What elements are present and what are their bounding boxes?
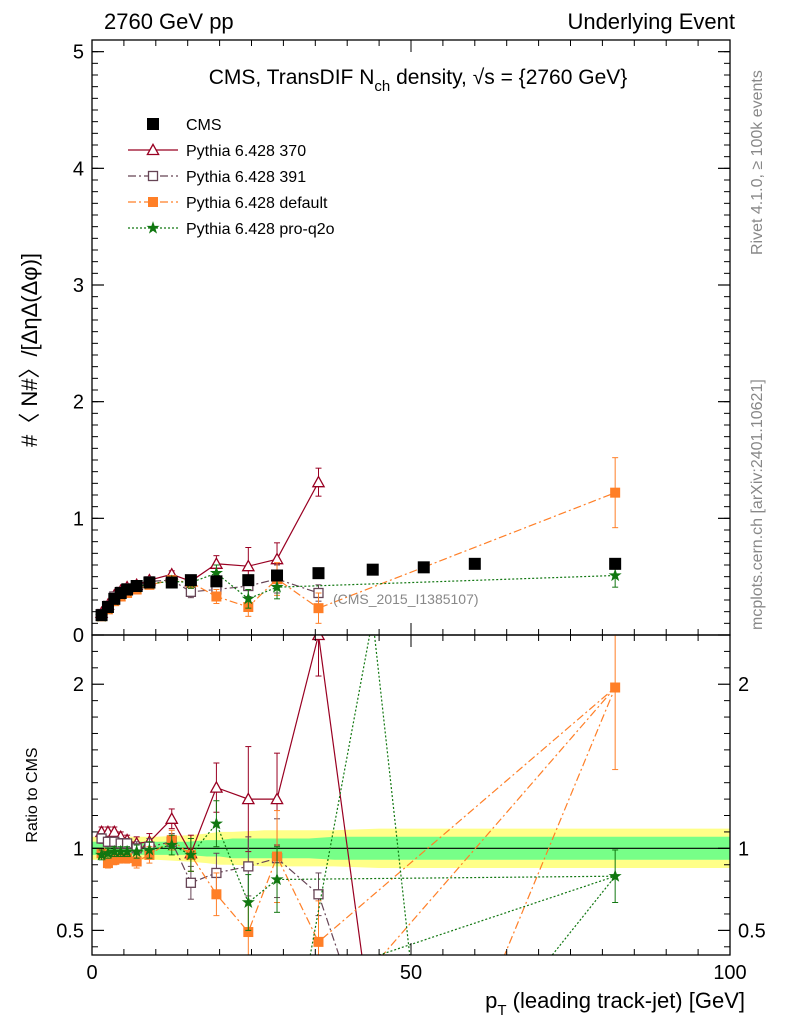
ratio-point <box>209 780 224 793</box>
y-tick-label: 3 <box>73 275 84 297</box>
main-plot: 0 1 2 3 4 5 <box>73 39 731 647</box>
data-point <box>101 601 114 613</box>
ratio-point <box>185 877 197 888</box>
y-tick-label: 4 <box>73 158 84 180</box>
ratio-y-tick-label: 2 <box>73 674 84 696</box>
ratio-point <box>211 889 222 900</box>
legend-label: Pythia 6.428 default <box>186 195 328 212</box>
x-tick-label: 100 <box>713 962 746 984</box>
ratio-point <box>165 811 179 824</box>
ratio-point <box>313 936 324 947</box>
ratio-point <box>270 872 284 886</box>
data-point <box>143 576 156 589</box>
legend-label: Pythia 6.428 370 <box>186 143 306 160</box>
ratio-point <box>608 869 622 882</box>
title-sqrt: √s <box>473 66 495 89</box>
ratio-point <box>130 844 144 858</box>
title-post: = {2760 GeV} <box>495 66 628 89</box>
series-point <box>610 487 621 498</box>
ratio-point <box>313 889 324 900</box>
title-pre: CMS, TransDIF N <box>209 66 375 89</box>
x-label-sub: T <box>497 1002 506 1019</box>
data-point <box>609 557 622 570</box>
ratio-y-axis-label: Ratio to CMS <box>24 747 41 842</box>
ratio-error-bar <box>315 635 322 677</box>
series-point <box>211 591 222 602</box>
x-label-rest: (leading track-jet) [GeV] <box>507 988 745 1013</box>
y-tick-label: 0 <box>73 625 84 647</box>
legend-marker <box>146 221 160 234</box>
rivet-label: Rivet 4.1.0, ≥ 100k events <box>749 70 766 255</box>
ratio-y-tick-label-right: 0.5 <box>738 920 766 942</box>
legend-item: Pythia 6.428 391 <box>128 169 306 186</box>
ratio-y-tick-label-right: 2 <box>738 674 749 696</box>
ratio-plot: 0.5 0.5 1 1 2 2 0 50 100 <box>56 634 766 984</box>
data-point <box>468 557 481 570</box>
series-point <box>241 559 256 572</box>
reference-label: (CMS_2015_I1385107) <box>333 591 479 607</box>
data-point <box>271 569 284 582</box>
ratio-series-2 <box>96 635 621 955</box>
legend-item: Pythia 6.428 default <box>128 195 328 212</box>
ratio-point <box>241 895 255 909</box>
header-analysis-type: Underlying Event <box>567 9 735 34</box>
ratio-series-line <box>101 635 616 955</box>
legend-label: Pythia 6.428 391 <box>186 169 306 186</box>
ratio-y-tick-label: 0.5 <box>56 920 84 942</box>
legend: CMS Pythia 6.428 370 Pythia 6.428 391 Pythi… <box>128 117 335 238</box>
series-point <box>270 580 284 593</box>
ratio-point <box>270 792 284 805</box>
data-point <box>210 575 223 588</box>
ratio-frame <box>91 634 731 956</box>
series-point <box>270 552 284 565</box>
title-sub: ch <box>374 78 390 95</box>
data-point <box>242 574 255 587</box>
legend-item: Pythia 6.428 370 <box>128 143 306 160</box>
plot-title: CMS, TransDIF Nch density, √s = {2760 Ge… <box>209 66 628 95</box>
legend-item: Pythia 6.428 pro-q2o <box>128 221 335 238</box>
series-point <box>313 603 324 614</box>
ratio-y-tick-label: 1 <box>73 838 84 860</box>
data-point <box>312 567 325 580</box>
ratio-series-0 <box>94 635 363 955</box>
y-tick-label: 1 <box>73 508 84 530</box>
x-tick-label: 50 <box>400 962 422 984</box>
ratio-point <box>243 861 254 872</box>
mcplots-label: mcplots.cern.ch [arXiv:2401.10621] <box>749 379 766 630</box>
data-point <box>417 561 430 574</box>
ratio-point <box>241 792 256 805</box>
x-label-main: p <box>485 988 497 1013</box>
data-point <box>130 580 143 592</box>
legend-label: CMS <box>186 117 222 134</box>
y-tick-label: 5 <box>73 42 84 64</box>
header-collision: 2760 GeV pp <box>104 9 234 34</box>
legend-marker <box>147 118 159 130</box>
legend-item: CMS <box>147 117 222 134</box>
data-point <box>366 563 379 576</box>
series-point <box>241 591 255 605</box>
data-point <box>184 574 197 587</box>
title-mid: density, <box>390 66 472 89</box>
y-axis-label: #〈 N#〉/[ΔηΔ(Δφ)] <box>17 253 42 447</box>
legend-marker <box>147 170 159 182</box>
ratio-point <box>610 682 621 693</box>
ratio-point <box>165 838 179 851</box>
y-tick-label: 2 <box>73 392 84 414</box>
data-series <box>95 557 622 622</box>
series-point <box>311 475 326 488</box>
legend-marker <box>148 197 158 207</box>
x-axis-label: pT (leading track-jet) [GeV] <box>485 988 745 1019</box>
legend-label: Pythia 6.428 pro-q2o <box>186 221 335 238</box>
ratio-point <box>184 848 198 861</box>
ratio-y-tick-label-right: 1 <box>738 838 749 860</box>
ratio-series-3 <box>95 635 622 955</box>
ratio-point <box>209 816 223 830</box>
legend-marker <box>146 143 160 156</box>
series-point <box>608 568 622 582</box>
ratio-point <box>142 843 156 856</box>
data-point <box>95 609 108 622</box>
data-point <box>165 576 178 589</box>
x-tick-label: 0 <box>86 962 97 984</box>
